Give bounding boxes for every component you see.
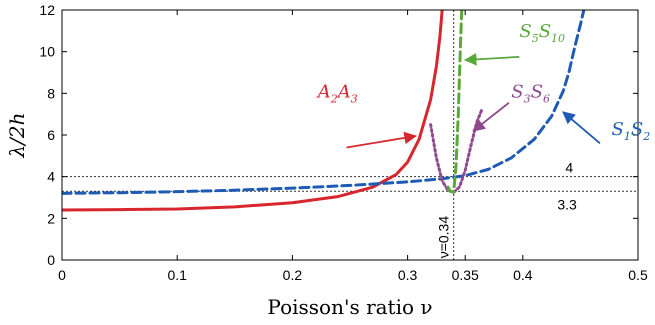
x-tick-label: 0.5 [628, 267, 648, 283]
arrow-s5s10 [463, 53, 520, 66]
x-axis-label: Poisson's ratio ν [267, 295, 432, 319]
arrow-a2a3 [346, 131, 417, 149]
y-tick-label: 4 [47, 169, 55, 185]
ref-label-3-3: 3.3 [557, 196, 577, 212]
x-tick-label: 0 [58, 267, 66, 283]
y-tick-label: 8 [47, 85, 55, 101]
series-label-a2a3: A2A3 [316, 82, 358, 106]
series-label-s1s2: S1S2 [612, 119, 651, 143]
x-tick-label: 0.35 [452, 267, 479, 283]
series-line-s3s6 [429, 106, 484, 194]
x-tick-label: 0.1 [167, 267, 187, 283]
y-axis-label: λ/2h [5, 112, 29, 158]
series-label-s3s6: S3S6 [511, 82, 550, 106]
ref-label-nu: ν=0.34 [436, 216, 452, 259]
y-tick-label: 2 [47, 210, 55, 226]
arrow-s1s2 [562, 111, 601, 145]
ref-label-4: 4 [565, 160, 573, 176]
x-tick-label: 0.2 [283, 267, 303, 283]
series-line-a2a3 [62, 10, 444, 212]
series-label-s5s10: S5S10 [519, 21, 565, 45]
y-tick-label: 12 [39, 2, 55, 18]
y-tick-label: 6 [47, 127, 55, 143]
series-line-s1s2 [62, 10, 586, 195]
arrow-s3s6 [472, 102, 510, 132]
y-tick-label: 0 [47, 252, 55, 268]
x-tick-label: 0.4 [513, 267, 533, 283]
plot-frame [61, 9, 639, 261]
series-line-s5s10 [446, 10, 464, 194]
y-tick-label: 10 [39, 44, 55, 60]
x-tick-label: 0.3 [398, 267, 418, 283]
